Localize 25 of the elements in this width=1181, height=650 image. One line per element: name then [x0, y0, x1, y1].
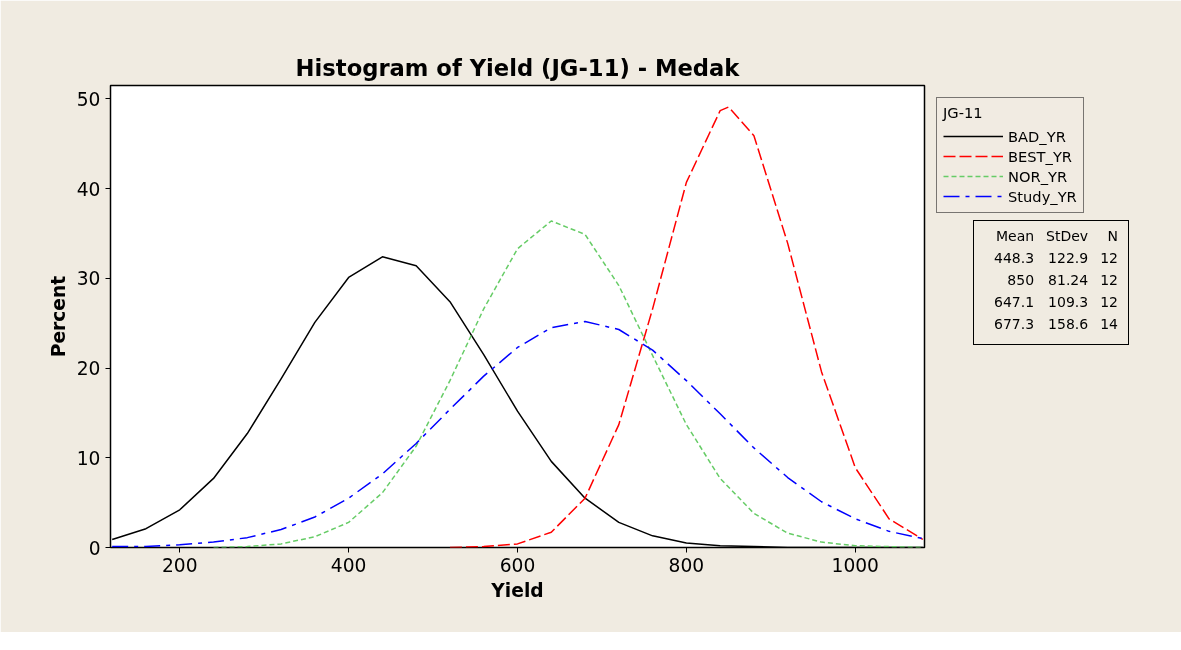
text: 677.3 158.6 14: [993, 315, 1119, 334]
x-tick-label: 800: [668, 554, 705, 576]
text: Mean StDev N: [995, 228, 1118, 244]
y-tick-label: 40: [76, 178, 101, 200]
y-tick-label: 0: [88, 537, 101, 559]
x-tick-label: 400: [330, 554, 367, 576]
x-tick-label: 1000: [831, 554, 879, 576]
x-tick-label: 600: [499, 554, 536, 576]
legend-label: Study_YR: [1008, 187, 1077, 205]
y-tick-label: 30: [76, 268, 101, 290]
line-series: [111, 320, 924, 548]
text: 448.3 122.9 12: [993, 249, 1119, 268]
legend-title: JG-11: [943, 104, 984, 121]
x-axis-title: Yield: [490, 579, 544, 601]
legend-label: BEST_YR: [1008, 147, 1073, 165]
x-tick-label: 200: [161, 554, 198, 576]
y-tick-label: 10: [76, 447, 101, 469]
y-tick-label: 50: [76, 88, 101, 110]
text: 850 81.24 12: [1006, 271, 1119, 290]
y-axis-title: Percent: [47, 275, 69, 358]
y-tick-label: 20: [76, 358, 101, 380]
legend-label: NOR_YR: [1008, 167, 1068, 185]
text: 647.1 109.3 12: [993, 293, 1119, 312]
chart-title: Histogram of Yield (JG-11) - Medak: [295, 54, 741, 81]
legend-label: BAD_YR: [1008, 127, 1066, 145]
